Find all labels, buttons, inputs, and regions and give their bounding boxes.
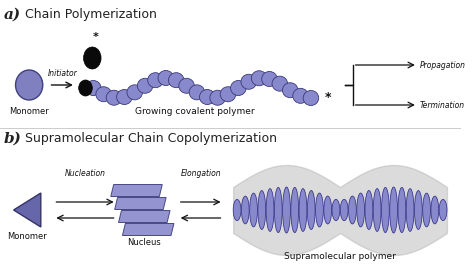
Ellipse shape [431,196,439,224]
Ellipse shape [283,83,298,98]
Ellipse shape [85,80,101,96]
Text: Nucleation: Nucleation [64,169,106,178]
Ellipse shape [303,91,319,105]
Ellipse shape [241,196,249,224]
Text: Elongation: Elongation [180,169,221,178]
Ellipse shape [250,193,257,227]
Ellipse shape [272,76,288,91]
Text: *: * [325,92,331,104]
Ellipse shape [168,73,184,88]
Text: Growing covalent polymer: Growing covalent polymer [135,107,254,116]
Ellipse shape [210,90,226,105]
Text: a): a) [4,8,21,22]
Text: Monomer: Monomer [9,107,49,116]
Ellipse shape [266,189,274,231]
Polygon shape [115,198,166,210]
Ellipse shape [291,187,299,233]
Text: Termination: Termination [420,100,465,109]
Text: *: * [92,32,98,42]
Ellipse shape [406,189,414,231]
Ellipse shape [299,189,307,231]
Ellipse shape [127,85,143,100]
Ellipse shape [348,196,356,224]
Ellipse shape [220,87,236,102]
Polygon shape [118,210,170,222]
Ellipse shape [307,190,315,230]
Ellipse shape [137,78,153,93]
Text: Initiator: Initiator [47,69,77,78]
Ellipse shape [233,199,241,221]
Ellipse shape [258,191,266,229]
Text: Supramolecular polymer: Supramolecular polymer [284,252,396,261]
Polygon shape [111,184,162,197]
Ellipse shape [179,78,194,93]
Ellipse shape [316,193,323,227]
Text: Monomer: Monomer [7,232,47,241]
Ellipse shape [148,73,163,88]
Ellipse shape [423,193,430,227]
Text: Propagation: Propagation [420,61,466,69]
Ellipse shape [274,187,282,233]
Ellipse shape [189,85,205,100]
Polygon shape [122,223,174,235]
Text: Supramolecular Chain Copolymerization: Supramolecular Chain Copolymerization [25,132,277,145]
Ellipse shape [382,187,389,233]
Ellipse shape [398,187,406,233]
Ellipse shape [365,190,373,230]
Ellipse shape [79,80,92,96]
Ellipse shape [373,189,381,231]
Ellipse shape [158,70,173,85]
Ellipse shape [262,72,277,87]
Polygon shape [14,193,41,227]
Ellipse shape [83,47,101,69]
Ellipse shape [390,187,398,233]
Text: b): b) [4,132,22,146]
Ellipse shape [283,187,291,233]
Ellipse shape [106,90,122,105]
Ellipse shape [439,199,447,221]
Ellipse shape [332,199,340,221]
Ellipse shape [230,80,246,96]
Ellipse shape [293,88,308,103]
Ellipse shape [16,70,43,100]
Ellipse shape [241,74,256,89]
Text: Chain Polymerization: Chain Polymerization [25,8,157,21]
Ellipse shape [324,196,332,224]
Ellipse shape [340,199,348,221]
Text: Nucleus: Nucleus [127,238,161,247]
Ellipse shape [251,71,267,86]
Ellipse shape [357,193,365,227]
Ellipse shape [96,87,111,102]
Ellipse shape [200,89,215,104]
Ellipse shape [117,89,132,104]
Ellipse shape [414,191,422,229]
